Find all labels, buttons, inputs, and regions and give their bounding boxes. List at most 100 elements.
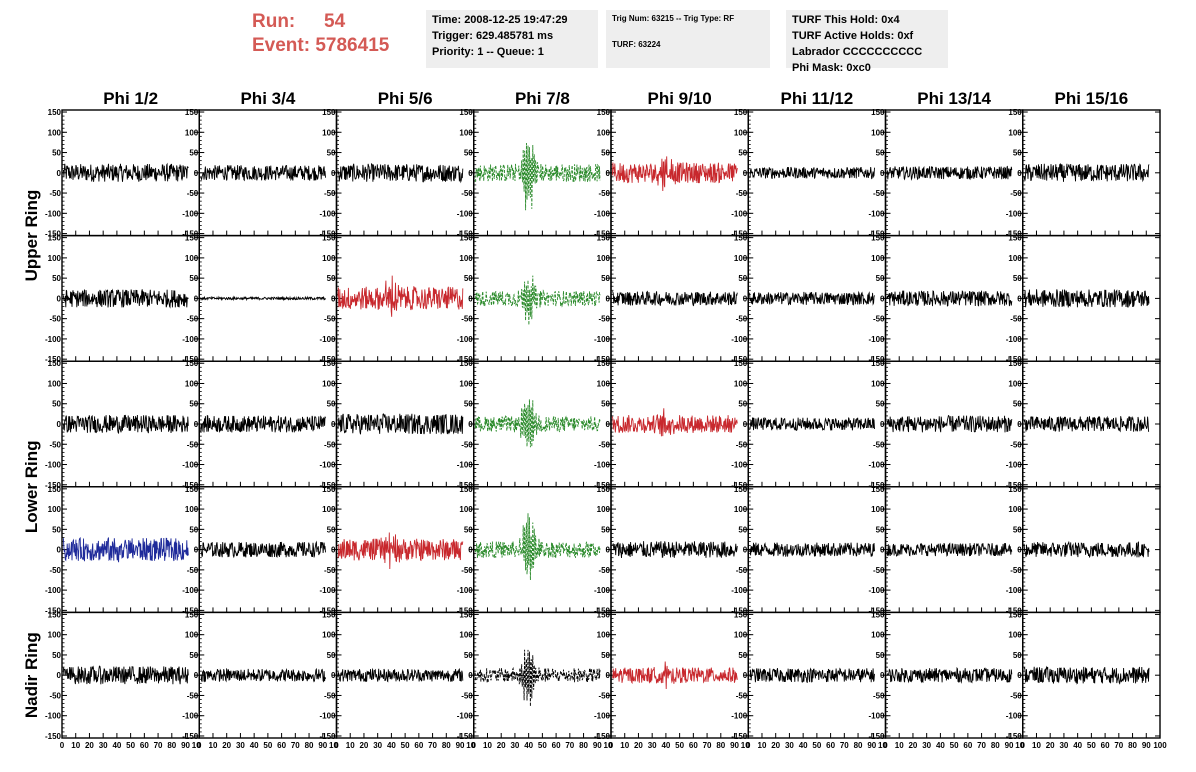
y-tick-label: -150	[182, 606, 199, 615]
y-tick-label: 50	[464, 274, 473, 283]
y-tick-label: 50	[1013, 651, 1022, 660]
y-tick-label: 150	[48, 610, 62, 619]
x-tick-label: 40	[799, 741, 808, 750]
y-tick-label: 0	[331, 420, 336, 429]
y-tick-label: -150	[45, 230, 62, 239]
x-tick-label: 0	[883, 741, 888, 750]
x-tick-label: 30	[510, 741, 519, 750]
y-tick-label: -50	[598, 691, 610, 700]
y-tick-label: 100	[185, 128, 199, 137]
y-tick-label: 100	[871, 254, 885, 263]
y-tick-label: 50	[876, 525, 885, 534]
x-tick-label: 70	[154, 741, 163, 750]
y-tick-label: -100	[868, 209, 885, 218]
x-tick-label: 80	[305, 741, 314, 750]
y-tick-label: 100	[597, 505, 611, 514]
y-tick-label: -150	[45, 355, 62, 364]
y-tick-label: -50	[873, 315, 885, 324]
y-tick-label: -100	[182, 335, 199, 344]
x-tick-label: 90	[1142, 741, 1151, 750]
y-tick-label: -150	[45, 732, 62, 741]
y-tick-label: -100	[594, 335, 611, 344]
x-tick-label: 20	[634, 741, 643, 750]
y-tick-label: 150	[322, 234, 336, 243]
y-tick-label: 100	[597, 254, 611, 263]
y-tick-label: 100	[48, 254, 62, 263]
y-tick-label: 100	[322, 505, 336, 514]
y-tick-label: 0	[57, 169, 62, 178]
waveform-trace	[886, 290, 1013, 307]
column-title-6: Phi 11/12	[780, 89, 853, 108]
trig-num-line: Trig Num: 63215 -- Trig Type: RF	[612, 14, 735, 23]
y-tick-label: 0	[331, 546, 336, 555]
x-tick-label: 30	[1059, 741, 1068, 750]
y-tick-label: 100	[734, 379, 748, 388]
waveform-trace	[612, 541, 738, 559]
waveform-trace	[1023, 540, 1150, 559]
time-info-box: Time: 2008-12-25 19:47:29 Trigger: 629.4…	[426, 10, 598, 68]
y-tick-label: -50	[187, 440, 199, 449]
y-tick-label: 100	[734, 505, 748, 514]
column-title-5: Phi 9/10	[647, 89, 711, 108]
y-tick-label: 150	[871, 610, 885, 619]
x-tick-label: 0	[60, 741, 65, 750]
x-tick-label: 60	[414, 741, 423, 750]
y-tick-label: 100	[185, 254, 199, 263]
x-tick-label: 50	[812, 741, 821, 750]
y-tick-label: 150	[48, 234, 62, 243]
x-tick-label: 10	[604, 741, 613, 750]
y-tick-label: -100	[457, 712, 474, 721]
y-tick-label: -150	[868, 230, 885, 239]
y-tick-label: 0	[743, 169, 748, 178]
x-tick-label: 30	[922, 741, 931, 750]
y-tick-label: 0	[194, 420, 199, 429]
waveform-trace	[1023, 289, 1150, 308]
y-tick-label: 50	[601, 149, 610, 158]
y-tick-label: -100	[1006, 586, 1023, 595]
y-tick-label: 50	[601, 651, 610, 660]
y-tick-label: -150	[868, 355, 885, 364]
y-tick-label: 0	[468, 671, 473, 680]
y-tick-label: -150	[1006, 355, 1023, 364]
x-tick-label: 90	[456, 741, 465, 750]
waveform-trace	[200, 540, 326, 559]
panel-r1-c1: -150 -100 -50 0 50 100 150	[45, 108, 200, 239]
y-tick-label: -100	[457, 209, 474, 218]
x-tick-label: 60	[140, 741, 149, 750]
waveform-trace	[200, 295, 326, 302]
y-tick-label: 150	[871, 485, 885, 494]
y-tick-label: 100	[48, 379, 62, 388]
column-title-1: Phi 1/2	[103, 89, 158, 108]
waveform-trace	[886, 542, 1013, 557]
y-tick-label: 150	[185, 234, 199, 243]
turf-line: TURF: 63224	[612, 40, 661, 49]
y-tick-label: -150	[731, 732, 748, 741]
y-tick-label: -100	[45, 209, 62, 218]
column-title-2: Phi 3/4	[240, 89, 295, 108]
y-tick-label: -50	[598, 440, 610, 449]
y-tick-label: 50	[189, 651, 198, 660]
y-tick-label: 0	[194, 294, 199, 303]
y-tick-label: 0	[468, 294, 473, 303]
y-tick-label: -50	[461, 566, 473, 575]
y-tick-label: -100	[868, 712, 885, 721]
y-tick-label: -50	[461, 691, 473, 700]
x-tick-label: 20	[359, 741, 368, 750]
y-tick-label: -150	[182, 230, 199, 239]
y-tick-label: -100	[319, 461, 336, 470]
panel-r3-c3: -150 -100 -50 0 50 100 150	[319, 359, 475, 490]
y-tick-label: 50	[601, 274, 610, 283]
x-tick-label: 30	[236, 741, 245, 750]
y-tick-label: 100	[459, 254, 473, 263]
y-tick-label: -100	[457, 335, 474, 344]
x-tick-label: 60	[1101, 741, 1110, 750]
x-tick-label: 30	[373, 741, 382, 750]
y-tick-label: -50	[598, 566, 610, 575]
y-tick-label: -150	[594, 732, 611, 741]
y-tick-label: 0	[194, 671, 199, 680]
waveform-trace	[611, 156, 738, 192]
y-tick-label: 50	[189, 149, 198, 158]
waveform-trace	[1023, 665, 1150, 685]
x-tick-label: 40	[1073, 741, 1082, 750]
y-tick-label: 150	[871, 108, 885, 117]
